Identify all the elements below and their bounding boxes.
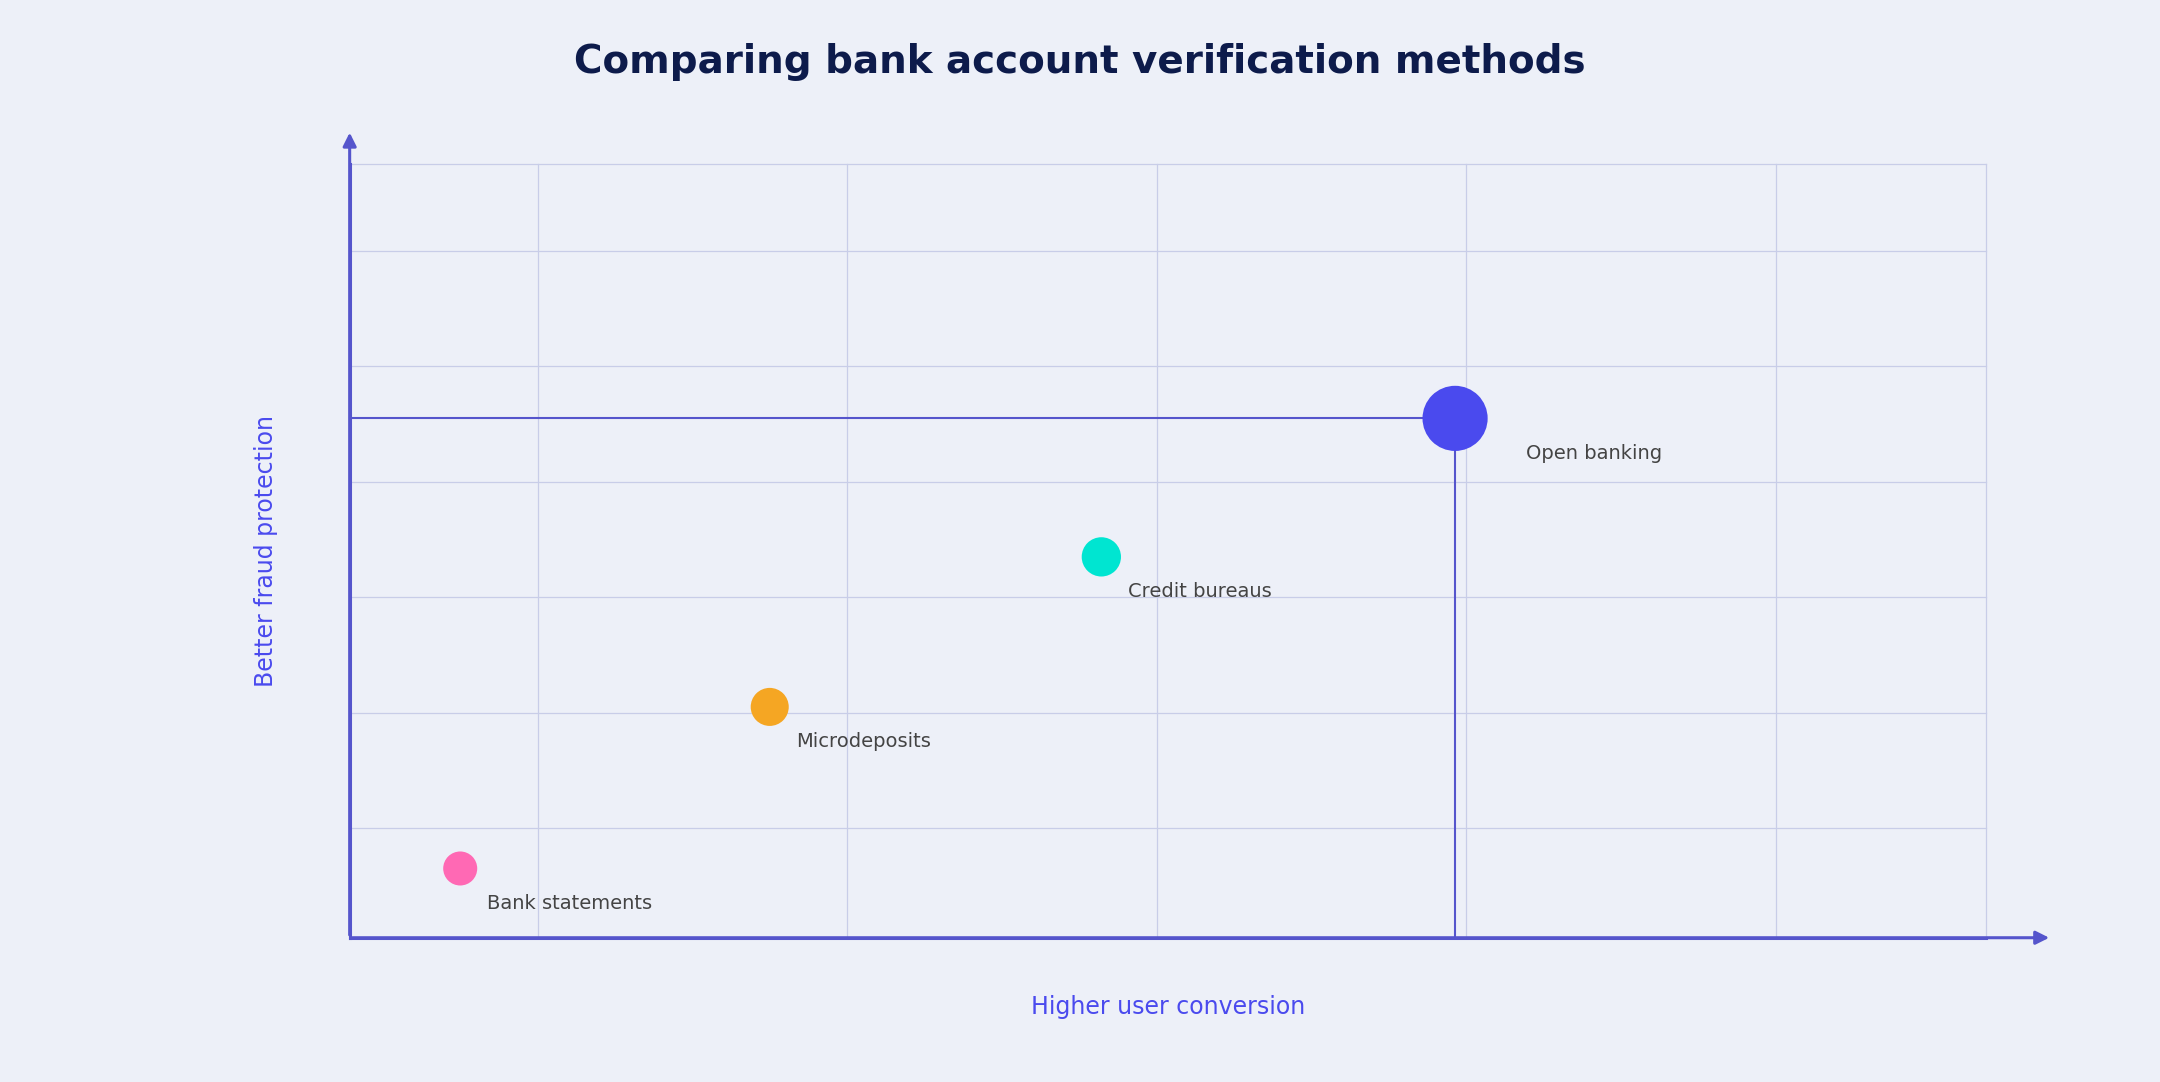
Point [443, 860, 477, 878]
Point [1439, 410, 1473, 427]
Text: Comparing bank account verification methods: Comparing bank account verification meth… [575, 43, 1585, 81]
Text: Open banking: Open banking [1525, 444, 1661, 463]
Text: Credit bureaus: Credit bureaus [1128, 582, 1272, 602]
Text: Bank statements: Bank statements [486, 894, 652, 913]
Point [1084, 549, 1119, 566]
Text: Better fraud protection: Better fraud protection [253, 415, 279, 687]
Text: Higher user conversion: Higher user conversion [1030, 995, 1305, 1019]
Point [752, 698, 786, 715]
Text: Microdeposits: Microdeposits [797, 733, 931, 751]
